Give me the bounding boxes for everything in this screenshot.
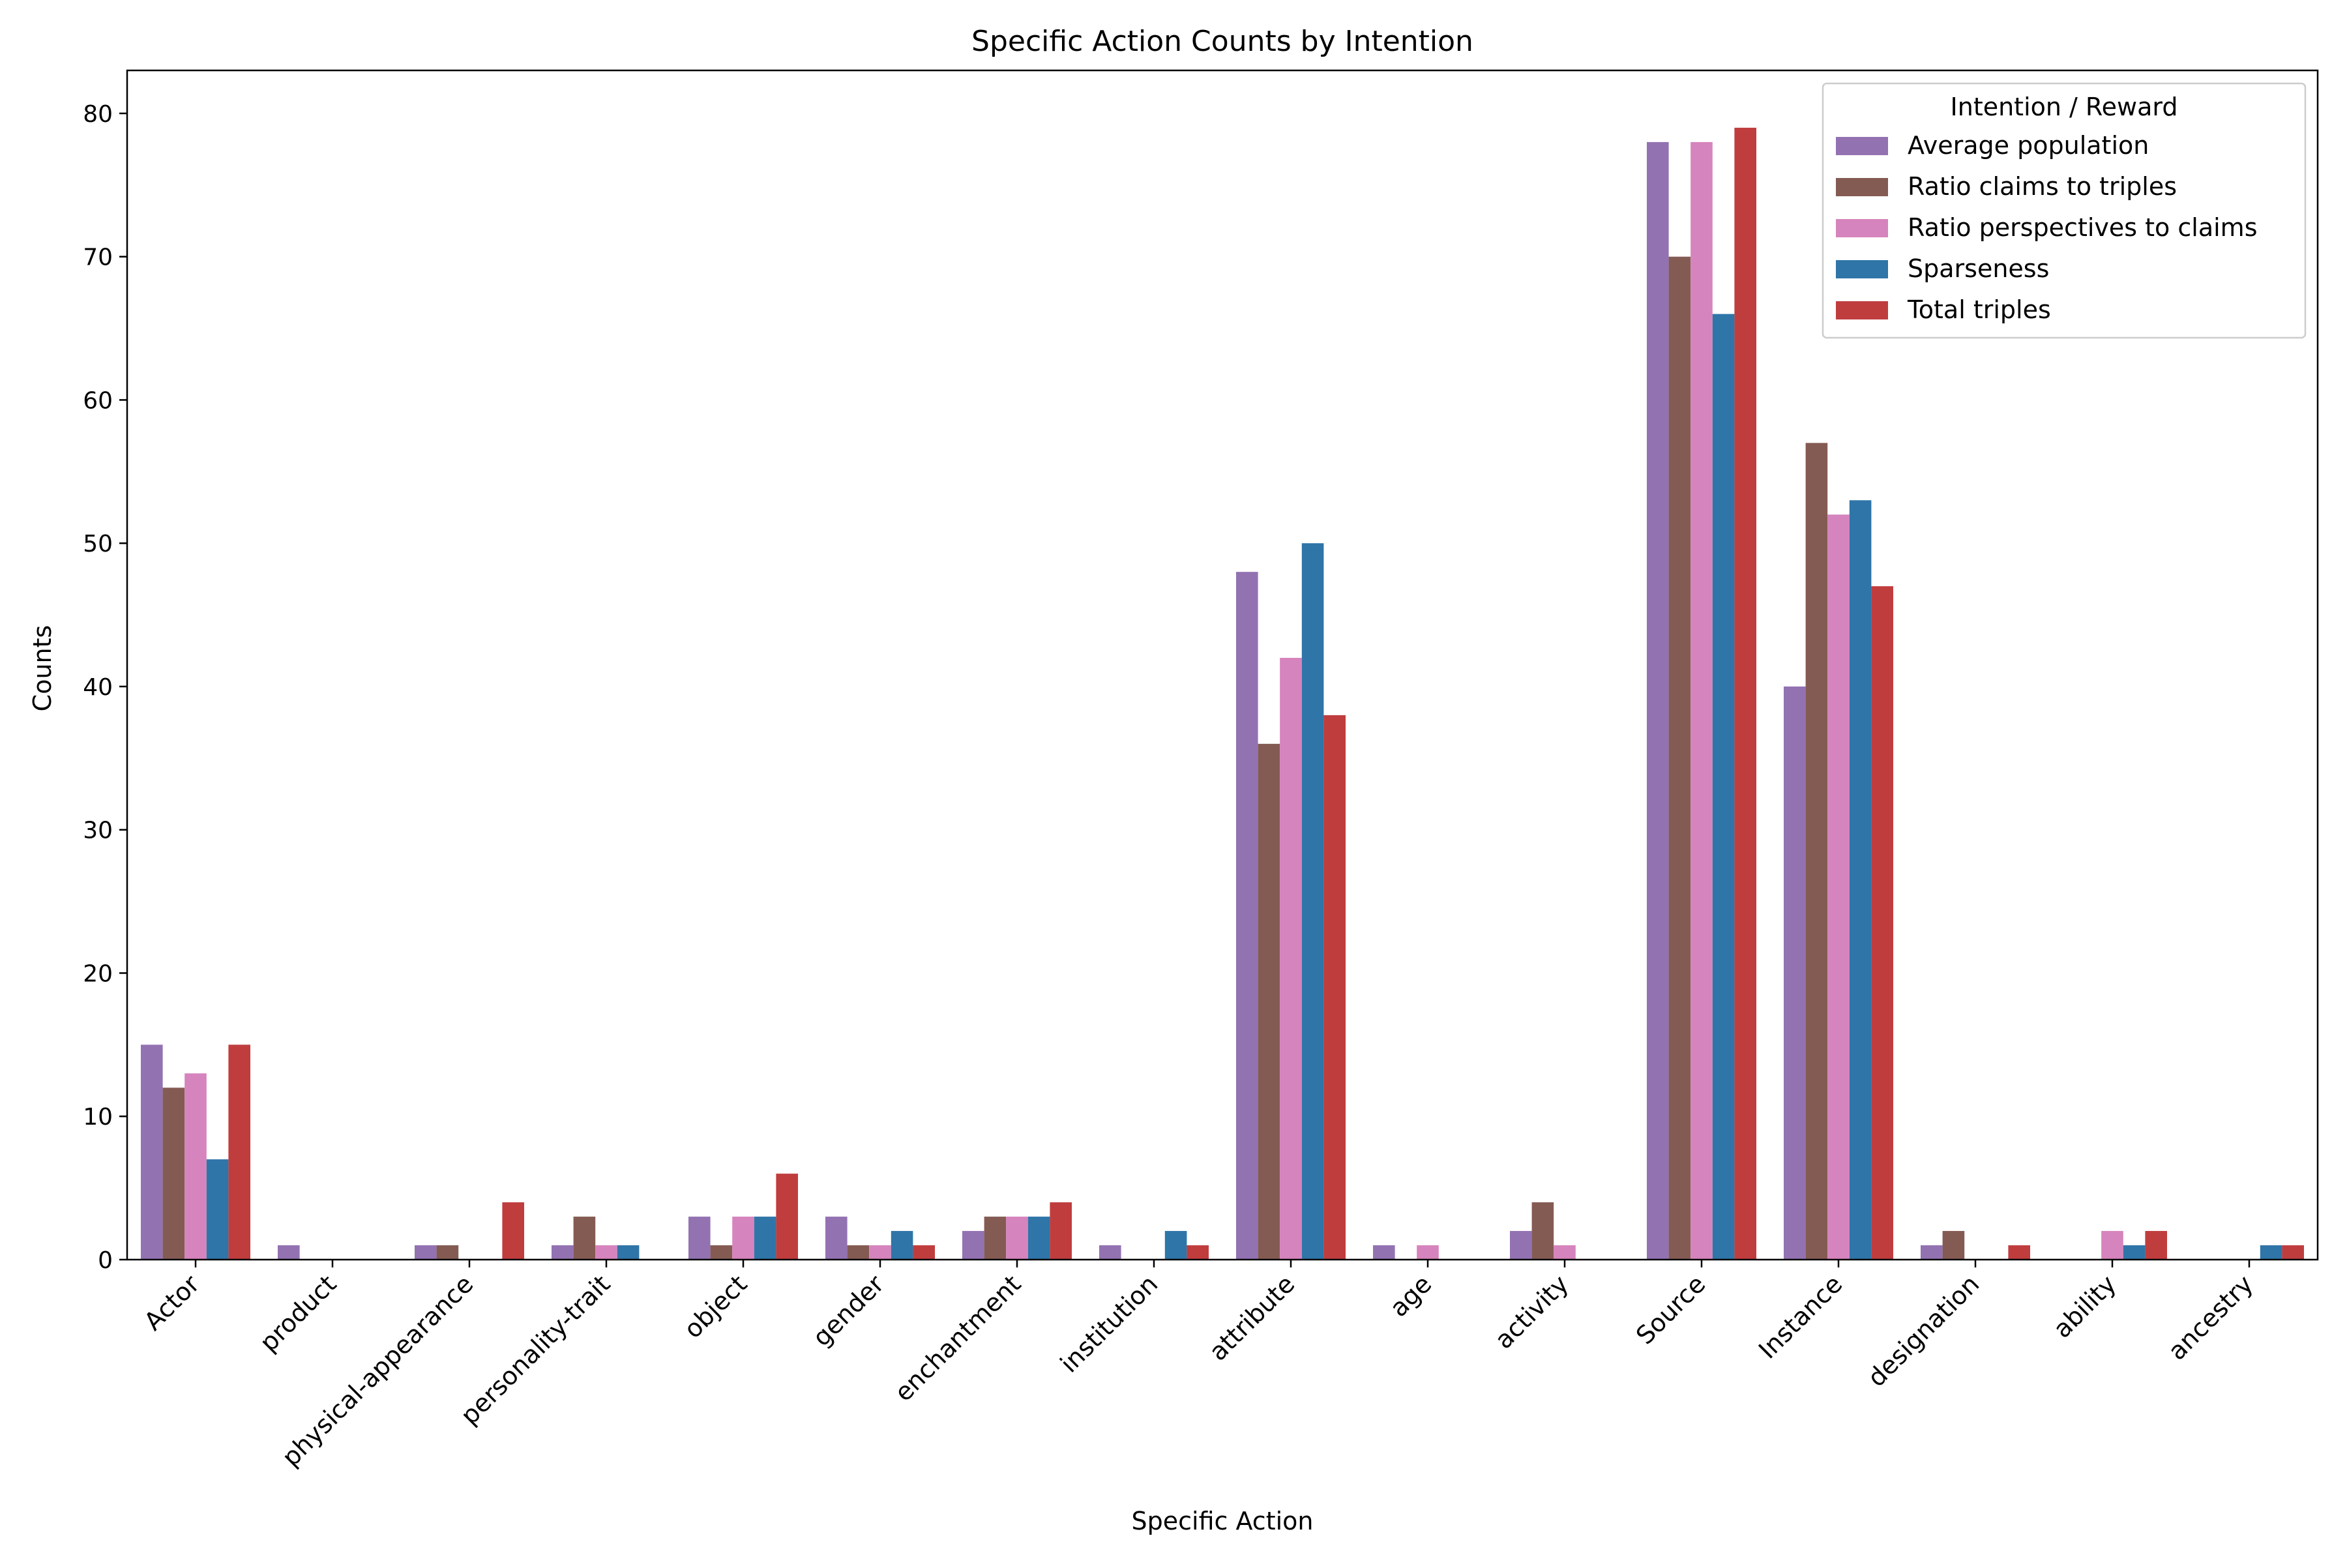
bar-ratio-perspectives-to-claims-actor	[185, 1073, 207, 1260]
bar-average-population-age	[1373, 1245, 1395, 1260]
legend-label-average-population: Average population	[1908, 131, 2149, 160]
y-tick-label: 30	[83, 818, 113, 844]
bar-ratio-claims-to-triples-physical-appearance	[436, 1245, 459, 1260]
bar-ratio-perspectives-to-claims-gender	[869, 1245, 891, 1260]
bar-total-triples-ancestry	[2282, 1245, 2304, 1260]
legend-label-total-triples: Total triples	[1907, 295, 2051, 324]
bar-ratio-claims-to-triples-enchantment	[984, 1217, 1007, 1260]
plot-frame	[126, 69, 2319, 1261]
y-tick-label: 0	[98, 1247, 113, 1274]
bar-sparseness-gender	[891, 1231, 913, 1260]
bar-total-triples-object	[776, 1174, 798, 1260]
chart-title: Specific Action Counts by Intention	[971, 25, 1473, 58]
bar-average-population-object	[688, 1217, 711, 1260]
legend-swatch-ratio-claims-to-triples	[1836, 178, 1888, 196]
bar-sparseness-ancestry	[2260, 1245, 2282, 1260]
bar-average-population-actor	[141, 1044, 163, 1260]
legend-box	[1822, 82, 2307, 339]
legend-label-ratio-claims-to-triples: Ratio claims to triples	[1908, 172, 2177, 201]
legend-swatch-sparseness	[1836, 260, 1888, 278]
bar-total-triples-instance	[1871, 586, 1893, 1260]
bar-ratio-perspectives-to-claims-enchantment	[1006, 1217, 1028, 1260]
bar-ratio-perspectives-to-claims-activity	[1554, 1245, 1576, 1260]
y-tick-label: 80	[83, 101, 113, 128]
y-axis: 0 10 20 30 40 50 60 70 80	[83, 101, 127, 1274]
bar-sparseness-object	[754, 1217, 776, 1260]
legend-swatch-average-population	[1836, 137, 1888, 155]
bar-total-triples-attribute	[1323, 715, 1346, 1260]
bar-sparseness-source	[1712, 314, 1735, 1260]
bar-ratio-perspectives-to-claims-attribute	[1280, 658, 1302, 1260]
bar-total-triples-actor	[228, 1044, 250, 1260]
y-tick-label: 10	[83, 1104, 113, 1131]
bar-ratio-claims-to-triples-activity	[1531, 1202, 1554, 1260]
y-tick-label: 40	[83, 674, 113, 701]
bar-average-population-source	[1647, 141, 1669, 1260]
bar-total-triples-gender	[913, 1245, 935, 1260]
bar-total-triples-physical-appearance	[502, 1202, 524, 1260]
bar-average-population-gender	[825, 1217, 848, 1260]
bar-ratio-claims-to-triples-gender	[847, 1245, 870, 1260]
bar-total-triples-ability	[2145, 1231, 2167, 1260]
bar-total-triples-designation	[2008, 1245, 2030, 1260]
bar-sparseness-institution	[1164, 1231, 1187, 1260]
bar-ratio-perspectives-to-claims-personality-trait	[595, 1245, 617, 1260]
y-axis-label: Counts	[28, 625, 57, 712]
bar-ratio-perspectives-to-claims-instance	[1827, 514, 1850, 1260]
y-tick-label: 60	[83, 387, 113, 414]
bar-total-triples-institution	[1187, 1245, 1209, 1260]
bar-ratio-claims-to-triples-designation	[1942, 1231, 1965, 1260]
bar-sparseness-instance	[1849, 500, 1872, 1260]
bar-ratio-claims-to-triples-actor	[162, 1087, 185, 1260]
bar-sparseness-personality-trait	[617, 1245, 640, 1260]
bar-average-population-designation	[1921, 1245, 1943, 1260]
legend-swatch-ratio-perspectives-to-claims	[1836, 219, 1888, 237]
bar-average-population-physical-appearance	[415, 1245, 437, 1260]
bar-ratio-claims-to-triples-object	[710, 1245, 733, 1260]
y-tick-label: 20	[83, 960, 113, 987]
legend-title: Intention / Reward	[1951, 93, 2178, 121]
bar-ratio-perspectives-to-claims-ability	[2101, 1231, 2123, 1260]
bar-ratio-claims-to-triples-personality-trait	[573, 1217, 596, 1260]
bar-average-population-activity	[1510, 1231, 1532, 1260]
bar-ratio-claims-to-triples-instance	[1805, 443, 1828, 1260]
bar-average-population-instance	[1784, 686, 1806, 1260]
bar-average-population-institution	[1099, 1245, 1121, 1260]
bar-average-population-enchantment	[962, 1231, 984, 1260]
bar-sparseness-actor	[206, 1159, 229, 1260]
x-axis-label: Specific Action	[1132, 1507, 1314, 1535]
bar-sparseness-attribute	[1301, 543, 1324, 1260]
y-tick-label: 50	[83, 531, 113, 557]
bar-sparseness-enchantment	[1027, 1217, 1050, 1260]
legend: Intention / Reward Average population Rati…	[1822, 82, 2307, 339]
bar-average-population-attribute	[1236, 572, 1258, 1260]
bar-ratio-perspectives-to-claims-source	[1690, 141, 1713, 1260]
bar-average-population-product	[278, 1245, 300, 1260]
bar-ratio-claims-to-triples-attribute	[1258, 743, 1280, 1260]
bar-total-triples-enchantment	[1050, 1202, 1072, 1260]
bar-ratio-claims-to-triples-source	[1668, 256, 1691, 1260]
bar-ratio-perspectives-to-claims-age	[1417, 1245, 1439, 1260]
bar-sparseness-ability	[2123, 1245, 2146, 1260]
bars-layer	[141, 127, 2304, 1260]
legend-swatch-total-triples	[1836, 301, 1888, 319]
bar-total-triples-source	[1734, 127, 1756, 1260]
bar-average-population-personality-trait	[552, 1245, 574, 1260]
legend-label-ratio-perspectives-to-claims: Ratio perspectives to claims	[1908, 213, 2258, 242]
bar-ratio-perspectives-to-claims-object	[732, 1217, 754, 1260]
y-tick-label: 70	[83, 244, 113, 271]
legend-label-sparseness: Sparseness	[1908, 254, 2049, 283]
